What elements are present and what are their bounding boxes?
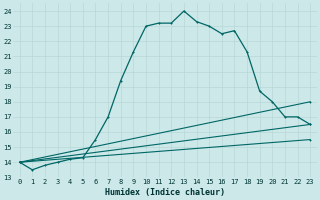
X-axis label: Humidex (Indice chaleur): Humidex (Indice chaleur) bbox=[105, 188, 225, 197]
